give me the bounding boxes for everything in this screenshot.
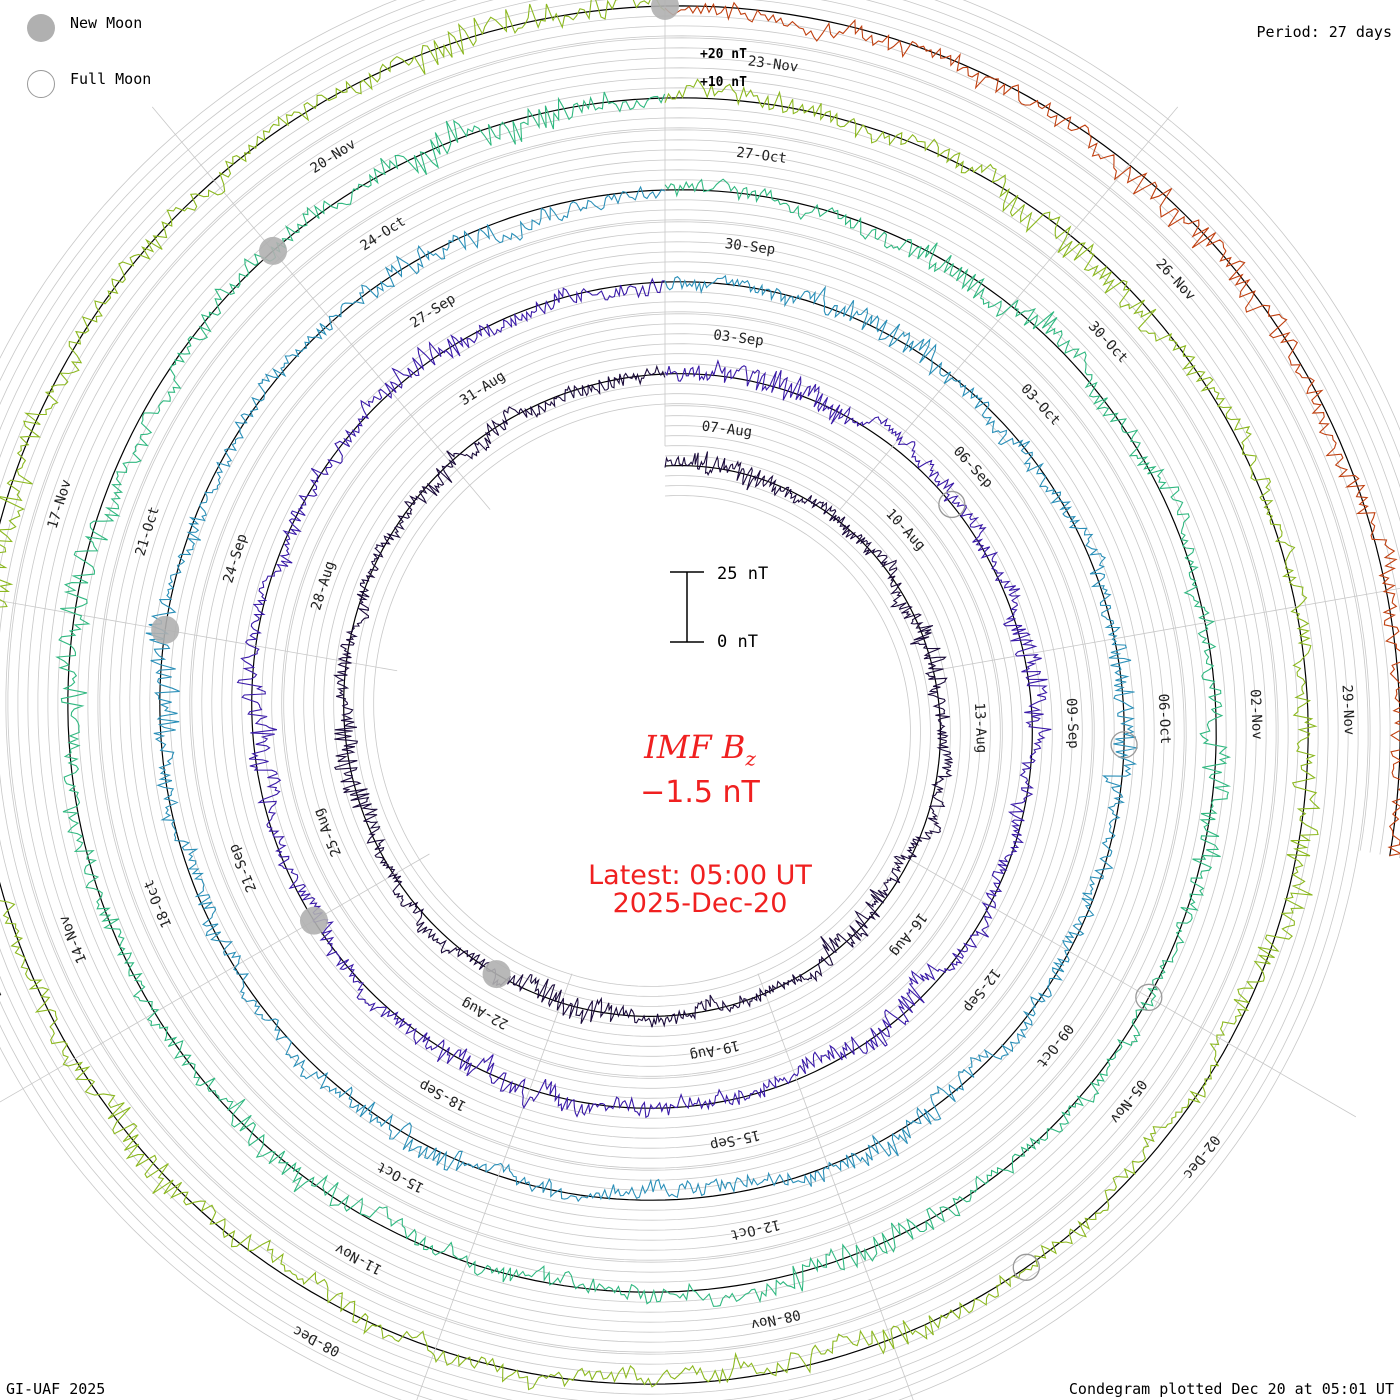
new-moon-legend-label: New Moon — [70, 14, 143, 32]
date-label: 12-Sep — [960, 965, 1003, 1015]
moon-markers — [151, 0, 1163, 1281]
series-line-3 — [145, 185, 1138, 1203]
scale-bar-bottom-label: 0 nT — [717, 632, 758, 652]
period-label: Period: 27 days — [1256, 23, 1392, 41]
date-label: 27-Oct — [735, 145, 787, 167]
date-label: 06-Oct — [1155, 693, 1173, 744]
new-moon-marker — [482, 960, 511, 989]
series-line-2 — [236, 277, 1052, 1119]
zero-spiral — [0, 5, 1400, 1385]
new-moon-marker — [299, 906, 328, 935]
date-label: 07-Aug — [701, 418, 753, 440]
full-moon-marker — [938, 490, 966, 519]
date-label: 03-Sep — [712, 327, 764, 349]
full-moon-legend-label: Full Moon — [70, 70, 152, 88]
radial-gridline — [757, 973, 914, 1400]
date-label: 05-Dec — [770, 1395, 823, 1400]
date-label: 02-Nov — [1247, 689, 1265, 740]
full-moon-marker — [1110, 731, 1138, 759]
date-label: 06-Sep — [950, 443, 996, 491]
date-label: 15-Sep — [708, 1126, 761, 1153]
full-moon-legend-icon — [27, 70, 55, 98]
scale-label-20: +20 nT — [700, 47, 747, 62]
date-label: 09-Sep — [1063, 698, 1081, 749]
date-label: 30-Sep — [724, 236, 776, 258]
full-moon-marker — [1135, 983, 1163, 1011]
scale-label-10: +10 nT — [700, 75, 747, 90]
radial-gridline — [0, 600, 398, 672]
center-latest-time: Latest: 05:00 UT — [588, 860, 812, 891]
date-label: 09-Oct — [1033, 1021, 1076, 1071]
radial-gridline — [151, 106, 491, 510]
series-line-4 — [55, 91, 1232, 1307]
date-label: 30-Oct — [1085, 318, 1131, 366]
grid-spiral — [5, 35, 1371, 1355]
date-label: 19-Aug — [688, 1037, 741, 1064]
center-title: IMF Bz — [644, 728, 756, 771]
date-label: 24-Oct — [357, 214, 408, 255]
grid-spiral — [0, 25, 1381, 1365]
series-line-5 — [0, 0, 1321, 1391]
footer-plotted: Condegram plotted Dec 20 at 05:01 UT — [1068, 1380, 1394, 1398]
scale-bar-top-label: 25 nT — [717, 564, 769, 584]
radial-gridline — [416, 973, 573, 1400]
center-latest-date: 2025-Dec-20 — [612, 888, 788, 919]
full-moon-marker — [1012, 1253, 1040, 1281]
scale-bar — [670, 571, 704, 643]
date-label: 10-Aug — [882, 506, 928, 554]
new-moon-marker — [259, 236, 288, 265]
date-label: 29-Nov — [1339, 684, 1357, 735]
date-label: 08-Nov — [749, 1306, 802, 1333]
date-label: 27-Sep — [407, 291, 458, 332]
series-line-1 — [332, 364, 953, 1028]
date-label: 13-Aug — [971, 702, 989, 753]
radial-gridline — [0, 853, 430, 1103]
date-label: 14-Nov — [56, 913, 90, 966]
radial-gridline — [900, 853, 1357, 1118]
new-moon-marker — [151, 615, 180, 644]
date-label: 25-Aug — [311, 806, 345, 859]
date-label: 23-Nov — [747, 53, 799, 75]
new-moon-legend-icon — [27, 14, 55, 42]
new-moon-marker — [651, 0, 679, 20]
center-value: −1.5 nT — [640, 775, 760, 810]
date-label: 26-Nov — [1152, 256, 1198, 304]
date-label: 12-Oct — [729, 1216, 782, 1243]
date-label: 03-Oct — [1017, 381, 1063, 429]
date-label: 31-Aug — [457, 368, 508, 409]
date-label: 05-Nov — [1106, 1076, 1149, 1126]
date-label: 02-Dec — [1180, 1132, 1223, 1182]
date-labels: 07-Aug10-Aug13-Aug16-Aug19-Aug22-Aug25-A… — [0, 53, 1357, 1400]
grid-spiral — [0, 15, 1391, 1375]
footer-credit: GI-UAF 2025 — [6, 1380, 106, 1398]
series-line-6 — [664, 1, 1400, 857]
